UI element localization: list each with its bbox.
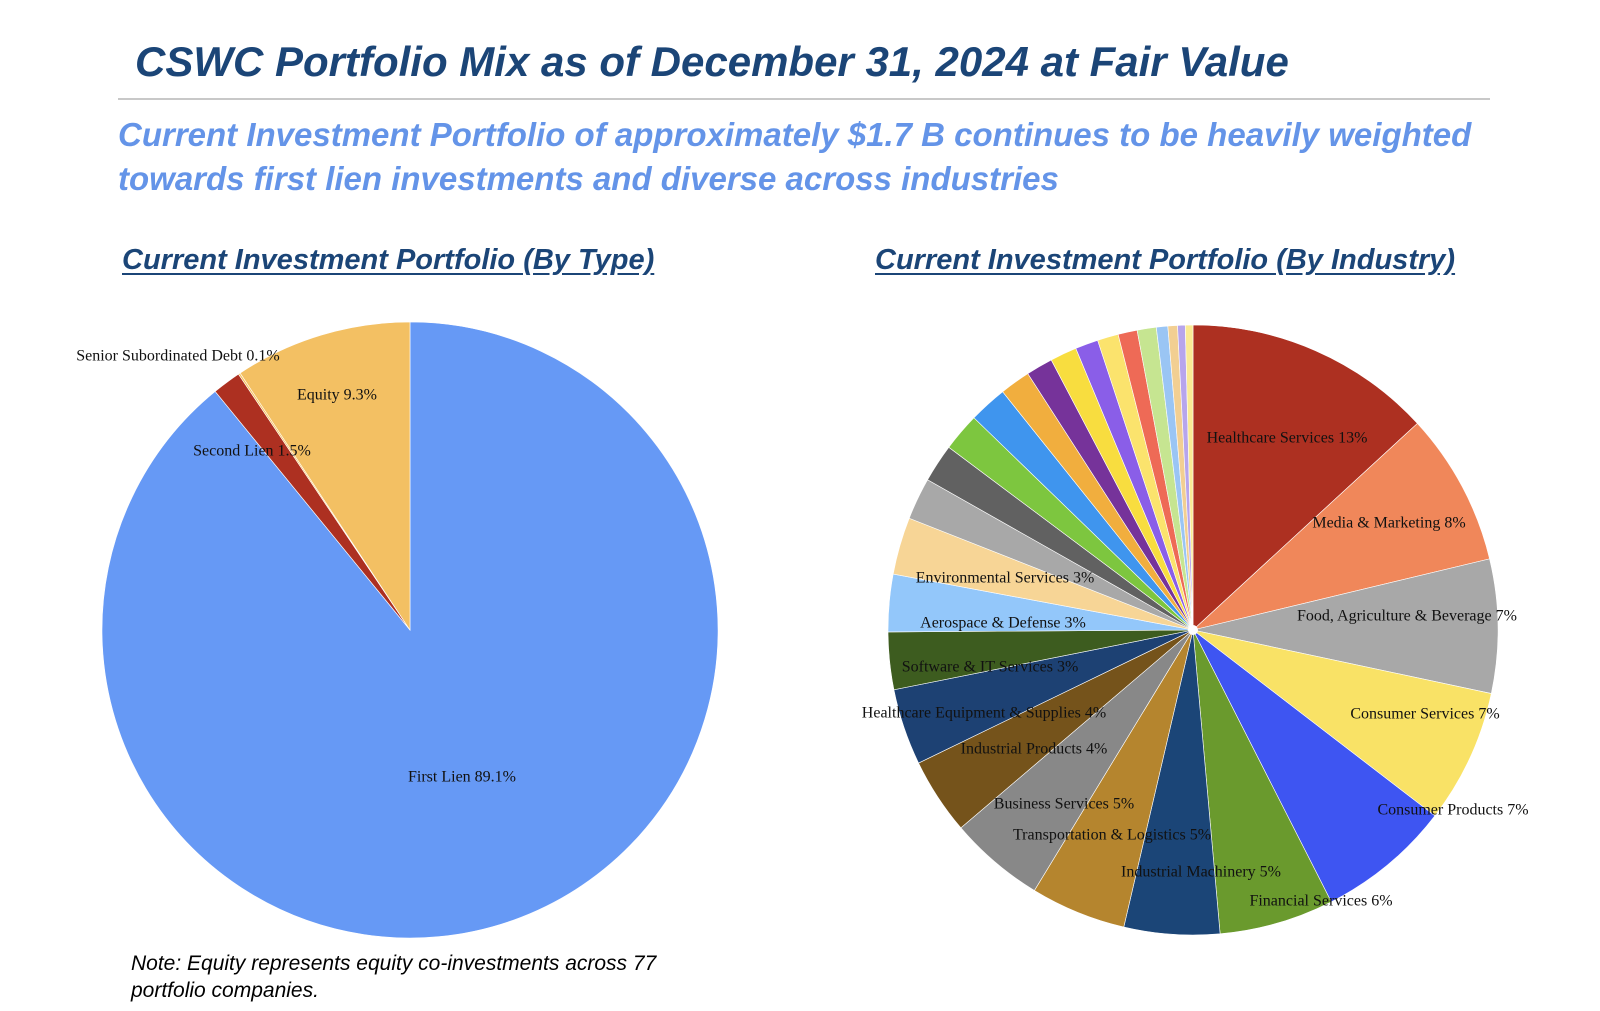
- pie-label-business-services-5: Business Services 5%: [994, 796, 1134, 813]
- pie-label-second-lien-1-5: Second Lien 1.5%: [193, 443, 311, 460]
- pie-label-media-marketing-8: Media & Marketing 8%: [1312, 515, 1465, 532]
- pie-label-healthcare-equipment-supplies-4: Healthcare Equipment & Supplies 4%: [862, 705, 1106, 722]
- pie-label-environmental-services-3: Environmental Services 3%: [916, 570, 1095, 587]
- pie-slice-media-marketing-8: [1191, 423, 1490, 631]
- pie-slice-consumer-services-7: [1192, 629, 1492, 817]
- pie-chart-by-type: First Lien 89.1% Second Lien 1.5% Senior S…: [76, 321, 719, 939]
- pie-label-food-agriculture-beverage-7: Food, Agriculture & Beverage 7%: [1297, 608, 1517, 625]
- pie-label-software-it-services-3: Software & IT Services 3%: [902, 659, 1079, 676]
- pie-center-dot: [1188, 625, 1198, 635]
- page-subtitle: Current Investment Portfolio of approxim…: [118, 116, 1472, 197]
- pie-label-first-lien-89-1: First Lien 89.1%: [408, 769, 516, 786]
- chart-title-by-type: Current Investment Portfolio (By Type): [122, 244, 655, 276]
- chart-title-by-industry: Current Investment Portfolio (By Industr…: [875, 244, 1456, 276]
- footnote: Note: Equity represents equity co-invest…: [131, 952, 657, 1002]
- pie-label-industrial-machinery-5: Industrial Machinery 5%: [1121, 864, 1281, 881]
- pie-label-healthcare-services-13: Healthcare Services 13%: [1207, 430, 1368, 447]
- pie-slice-28: [1184, 324, 1194, 631]
- pie-slice-equity-9-3: [239, 321, 411, 631]
- pie-label-equity-9-3: Equity 9.3%: [297, 387, 377, 404]
- pie-label-financial-services-6: Financial Services 6%: [1249, 893, 1392, 910]
- pie-slice-healthcare-services-13: [1192, 324, 1418, 631]
- pie-label-senior-subordinated-debt-0-1: Senior Subordinated Debt 0.1%: [76, 348, 280, 365]
- pie-label-aerospace-defense-3: Aerospace & Defense 3%: [920, 615, 1086, 632]
- pie-slice-food-agriculture-beverage-7: [1192, 558, 1499, 694]
- pie-slice-consumer-products-7: [1192, 629, 1436, 903]
- pie-label-consumer-products-7: Consumer Products 7%: [1377, 802, 1528, 819]
- pie-label-transportation-logistics-5: Transportation & Logistics 5%: [1013, 827, 1211, 844]
- pie-label-industrial-products-4: Industrial Products 4%: [961, 741, 1108, 758]
- pie-label-consumer-services-7: Consumer Services 7%: [1350, 706, 1499, 723]
- page-title: CSWC Portfolio Mix as of December 31, 20…: [135, 38, 1289, 85]
- title-divider: [118, 98, 1490, 100]
